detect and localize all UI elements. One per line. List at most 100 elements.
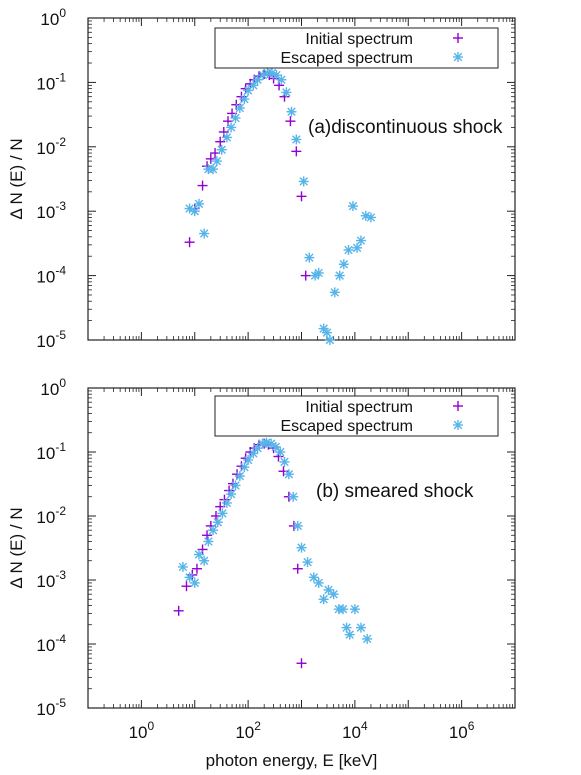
data-point-escaped — [177, 561, 188, 572]
data-point-escaped — [347, 201, 358, 212]
data-point-initial — [453, 33, 463, 43]
data-point-escaped — [343, 244, 354, 255]
data-point-initial — [191, 563, 202, 574]
data-point-initial — [296, 658, 307, 669]
data-point-escaped — [362, 633, 373, 644]
panel-a: 10-5 10-4 10-3 10-2 10-1 100 Δ N (E) / N Initia… — [7, 6, 516, 351]
data-point-escaped — [288, 491, 299, 502]
data-point-escaped — [208, 525, 219, 536]
data-point-escaped — [453, 420, 463, 430]
y-tick-label: 10-2 — [36, 135, 66, 158]
data-point-escaped — [328, 589, 339, 600]
data-point-initial — [218, 126, 229, 137]
data-point-escaped — [189, 206, 200, 217]
y-tick-label: 10-2 — [36, 504, 66, 527]
data-point-escaped — [302, 557, 313, 568]
x-axis-label: photon energy, E [keV] — [206, 751, 378, 770]
data-point-escaped — [453, 52, 463, 62]
data-point-initial — [285, 116, 296, 127]
data-point-initial — [292, 563, 303, 574]
data-point-escaped — [352, 242, 363, 253]
data-point-initial — [197, 544, 208, 555]
series-initial — [184, 69, 311, 281]
panel-annotation: (a)discontinuous shock — [308, 117, 503, 138]
data-point-escaped — [334, 270, 345, 281]
data-point-initial — [202, 530, 213, 541]
data-point-escaped — [344, 629, 355, 640]
data-point-escaped — [217, 508, 228, 519]
y-tick-label: 10-4 — [36, 264, 66, 287]
x-tick-label: 106 — [449, 719, 475, 742]
y-tick-label: 10-5 — [36, 328, 66, 351]
series-escaped — [177, 437, 373, 644]
data-point-escaped — [355, 622, 366, 633]
x-tick-label: 100 — [129, 719, 155, 742]
data-point-escaped — [329, 287, 340, 298]
y-tick-label: 10-5 — [36, 696, 66, 719]
data-point-initial — [181, 581, 192, 592]
data-point-escaped — [221, 497, 232, 508]
y-tick-label: 10-3 — [36, 568, 66, 591]
data-point-escaped — [248, 448, 259, 459]
data-point-escaped — [193, 198, 204, 209]
data-point-escaped — [211, 156, 222, 167]
data-point-escaped — [365, 212, 376, 223]
legend-label: Initial spectrum — [305, 31, 413, 48]
legend-label: Escaped spectrum — [280, 50, 413, 67]
data-point-escaped — [318, 594, 329, 605]
series-escaped — [184, 67, 376, 345]
legend: Initial spectrum Escaped spectrum — [214, 395, 499, 437]
data-point-escaped — [203, 536, 214, 547]
legend-label: Initial spectrum — [305, 399, 413, 416]
data-point-escaped — [324, 335, 335, 345]
data-point-escaped — [248, 80, 259, 91]
data-point-escaped — [243, 454, 254, 465]
data-point-initial — [197, 180, 208, 191]
legend: Initial spectrum Escaped spectrum — [214, 27, 499, 69]
data-point-escaped — [355, 235, 366, 246]
y-axis-label: Δ N (E) / N — [7, 138, 26, 219]
data-point-initial — [173, 605, 184, 616]
data-point-initial — [215, 136, 226, 147]
data-point-escaped — [313, 267, 324, 278]
data-point-initial — [296, 191, 307, 202]
y-tick-label: 10-3 — [36, 199, 66, 222]
y-tick-label: 10-1 — [36, 440, 66, 463]
data-point-escaped — [276, 74, 287, 85]
data-point-escaped — [283, 469, 294, 480]
data-point-escaped — [304, 252, 315, 263]
legend-box — [214, 395, 499, 437]
data-point-escaped — [323, 584, 334, 595]
y-tick-label: 10-1 — [36, 70, 66, 93]
legend-box — [214, 27, 499, 69]
data-point-escaped — [189, 577, 200, 588]
data-point-escaped — [338, 604, 349, 615]
data-point-escaped — [298, 176, 309, 187]
data-point-initial — [453, 401, 463, 411]
data-point-escaped — [313, 577, 324, 588]
data-point-escaped — [234, 103, 245, 114]
y-tick-label: 10-4 — [36, 632, 66, 655]
data-point-escaped — [199, 228, 210, 239]
data-point-escaped — [193, 549, 204, 560]
data-point-escaped — [226, 489, 237, 500]
data-point-escaped — [221, 132, 232, 143]
data-point-initial — [184, 237, 195, 248]
data-point-escaped — [286, 106, 297, 117]
data-point-escaped — [239, 462, 250, 473]
data-point-escaped — [212, 517, 223, 528]
data-point-initial — [300, 270, 311, 281]
data-point-escaped — [291, 134, 302, 145]
x-tick-label: 104 — [342, 719, 368, 742]
panel-annotation: (b) smeared shock — [316, 481, 474, 502]
y-axis-label: Δ N (E) / N — [7, 507, 26, 588]
y-tick-label: 100 — [40, 6, 66, 29]
panel-b: 10-5 10-4 10-3 10-2 10-1 100 100 102 104 106 Δ N (… — [7, 376, 516, 770]
data-point-escaped — [226, 122, 237, 133]
data-point-escaped — [199, 555, 210, 566]
data-point-escaped — [292, 520, 303, 531]
data-point-escaped — [338, 259, 349, 270]
data-point-escaped — [275, 447, 286, 457]
data-point-escaped — [216, 144, 227, 155]
